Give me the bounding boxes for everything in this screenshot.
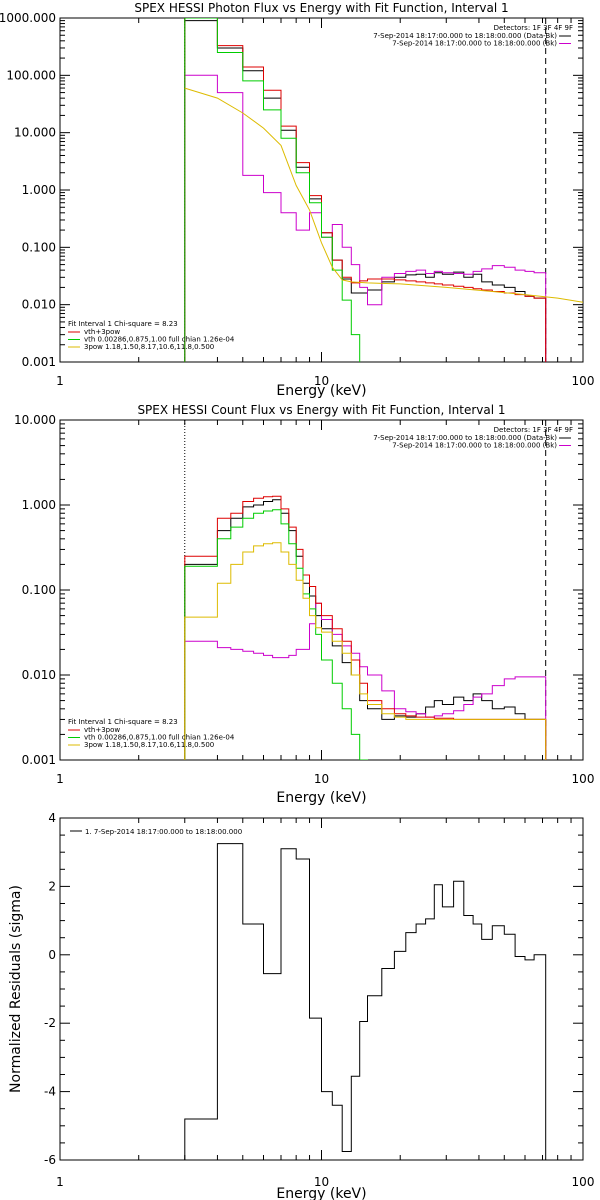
x-axis-label: Energy (keV) (276, 383, 366, 399)
chart-panel-1: SPEX HESSI Photon Flux vs Energy with Fi… (0, 1, 594, 399)
series-vth (184, 509, 547, 760)
series-vth-3pow (184, 18, 547, 362)
x-tick-label: 10 (314, 1175, 329, 1189)
y-tick-label: 0.010 (22, 298, 56, 312)
y-tick-label: 1000.000 (0, 11, 56, 25)
plot-area (184, 843, 547, 1160)
y-tick-label: 1.000 (22, 183, 56, 197)
fit-legend-entry: vth+3pow (84, 328, 120, 336)
x-tick-label: 100 (572, 374, 595, 388)
series-vth-3pow (184, 495, 547, 760)
y-tick-label: -2 (44, 1016, 56, 1030)
fit-legend-entry: 3pow 1.18,1.50,8.17,10.6,11.8,0.500 (84, 343, 214, 351)
legend-header: Detectors: 1F 3F 4F 9F (494, 24, 573, 32)
fit-legend-header: Fit Interval 1 Chi-square = 8.23 (68, 718, 178, 726)
series-bk (184, 74, 547, 362)
series-bk (184, 602, 547, 760)
y-tick-label: 100.000 (6, 68, 56, 82)
x-tick-label: 1 (56, 1175, 64, 1189)
fit-legend-header: Fit Interval 1 Chi-square = 8.23 (68, 320, 178, 328)
y-tick-label: 0.100 (22, 583, 56, 597)
x-tick-label: 100 (572, 772, 595, 786)
y-ticks (60, 423, 583, 761)
series-residual (184, 843, 547, 1160)
legend-entry: 1. 7-Sep-2014 18:17:00.000 to 18:18:00.0… (85, 828, 242, 836)
x-axis-label: Energy (keV) (276, 790, 366, 806)
x-tick-label: 100 (572, 1175, 595, 1189)
legend-entry: 7-Sep-2014 18:17:00.000 to 18:18:00.000 … (373, 32, 557, 40)
series-vth (184, 18, 547, 362)
fit-legend-entry: vth 0.00286,0.875,1.00 full chian 1.26e-… (84, 734, 235, 742)
chart-panel-2: SPEX HESSI Count Flux vs Energy with Fit… (14, 403, 594, 806)
x-tick-label: 1 (56, 772, 64, 786)
series-data-bk (184, 20, 547, 362)
y-axis-label: Normalized Residuals (sigma) (8, 885, 24, 1093)
plot-frame (59, 17, 584, 363)
plot-frame (59, 817, 584, 1161)
x-tick-label: 10 (314, 374, 329, 388)
legend-entry: 7-Sep-2014 18:17:00.000 to 18:18:00.000 … (392, 40, 557, 48)
legend-header: Detectors: 1F 3F 4F 9F (494, 426, 573, 434)
y-tick-label: 1.000 (22, 498, 56, 512)
y-tick-label: 10.000 (14, 126, 56, 140)
plot-area (184, 18, 583, 362)
plot-area (184, 420, 547, 760)
x-ticks (59, 18, 572, 362)
series-3pow (184, 542, 547, 760)
y-tick-label: 2 (48, 879, 56, 893)
chart-title: SPEX HESSI Count Flux vs Energy with Fit… (137, 403, 505, 417)
fit-legend-entry: 3pow 1.18,1.50,8.17,10.6,11.8,0.500 (84, 741, 214, 749)
y-tick-label: 0 (48, 948, 56, 962)
y-tick-label: -6 (44, 1153, 56, 1167)
series-3pow (184, 87, 583, 303)
y-tick-label: 0.001 (22, 355, 56, 369)
chart-panel-3: 1 10 100 Energy (keV) -6 -4 -2 0 2 4 Normalized Re… (8, 811, 594, 1200)
fit-legend-entry: vth+3pow (84, 726, 120, 734)
x-tick-label: 1 (56, 374, 64, 388)
y-ticks (60, 817, 583, 1161)
y-tick-label: 0.001 (22, 753, 56, 767)
y-ticks (60, 20, 583, 363)
chart-title: SPEX HESSI Photon Flux vs Energy with Fi… (134, 1, 508, 15)
y-tick-label: -4 (44, 1085, 56, 1099)
y-tick-label: 0.010 (22, 668, 56, 682)
legend-entry: 7-Sep-2014 18:17:00.000 to 18:18:00.000 … (392, 442, 557, 450)
series-data-bk (184, 499, 547, 760)
fit-legend-entry: vth 0.00286,0.875,1.00 full chian 1.26e-… (84, 336, 235, 344)
y-tick-label: 4 (48, 811, 56, 825)
y-tick-label: 10.000 (14, 413, 56, 427)
x-axis-label: Energy (keV) (276, 1186, 366, 1200)
x-tick-label: 10 (314, 772, 329, 786)
x-ticks (59, 420, 572, 760)
y-tick-label: 0.100 (22, 240, 56, 254)
x-ticks (59, 818, 572, 1160)
legend-entry: 7-Sep-2014 18:17:00.000 to 18:18:00.000 … (373, 434, 557, 442)
